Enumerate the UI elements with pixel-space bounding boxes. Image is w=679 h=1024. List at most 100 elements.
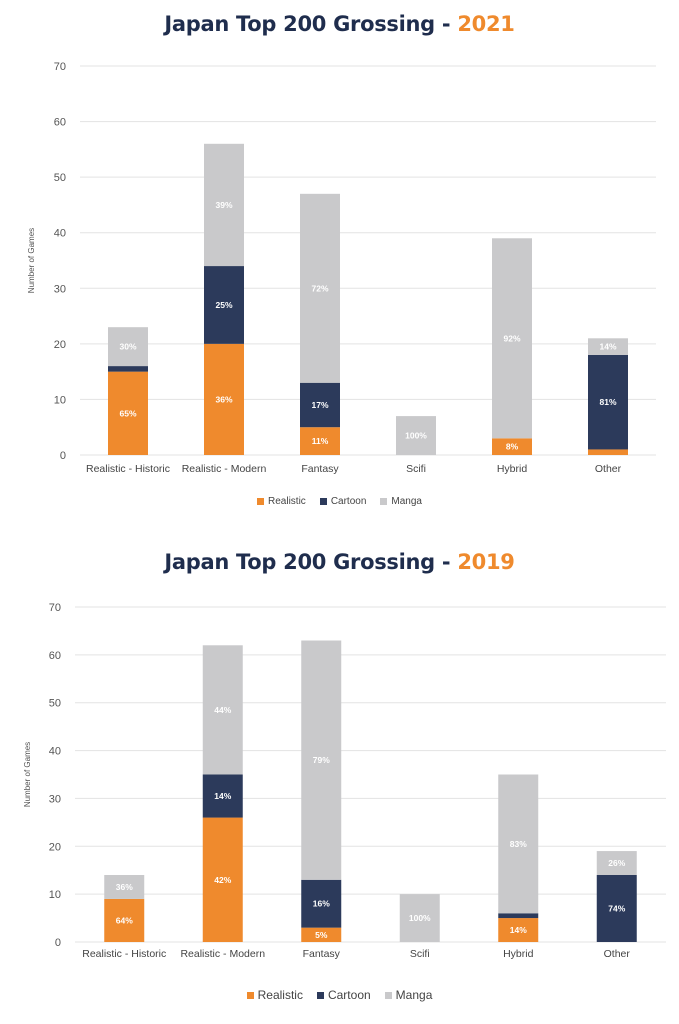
x-category-label: Realistic - Historic (86, 463, 170, 475)
legend-2021: Realistic Cartoon Manga (0, 496, 679, 507)
data-label: 16% (313, 899, 330, 909)
y-tick-label: 10 (54, 394, 66, 406)
legend-item-cartoon: Cartoon (316, 988, 371, 1002)
bar-segment-manga (301, 640, 342, 880)
data-label: 14% (510, 925, 527, 935)
data-label: 14% (214, 791, 231, 801)
y-tick-label: 60 (54, 117, 66, 129)
y-tick-label: 20 (49, 841, 61, 853)
chart-title-2021: Japan Top 200 Grossing - 2021 (0, 12, 679, 36)
y-tick-label: 0 (55, 937, 61, 949)
bar-segment-cartoon (301, 879, 342, 928)
bar-segment-realistic (301, 927, 342, 942)
data-label: 74% (608, 904, 625, 914)
bar-segment-realistic (204, 343, 244, 455)
x-category-label: Other (604, 948, 631, 960)
y-tick-label: 10 (49, 889, 61, 901)
y-tick-label: 20 (54, 339, 66, 351)
x-category-label: Realistic - Modern (182, 463, 267, 475)
data-label: 36% (215, 394, 232, 404)
bar-segment-cartoon (202, 774, 243, 818)
bar-segment-realistic (588, 449, 628, 455)
y-tick-label: 50 (54, 172, 66, 184)
data-label: 36% (116, 882, 133, 892)
chart-title-year: 2019 (457, 550, 515, 574)
y-tick-label: 70 (54, 61, 66, 73)
bar-segment-realistic (108, 371, 148, 455)
bar-segment-cartoon (300, 382, 340, 428)
x-category-label: Other (595, 463, 622, 475)
x-category-label: Scifi (410, 948, 430, 960)
legend-label: Cartoon (330, 496, 367, 507)
data-label: 100% (409, 913, 431, 923)
data-label: 64% (116, 915, 133, 925)
data-label: 100% (405, 431, 427, 441)
legend-item-realistic: Realistic (257, 496, 306, 507)
chart-title-prefix: Japan Top 200 Grossing - (164, 12, 458, 36)
y-tick-label: 30 (49, 793, 61, 805)
bar-segment-realistic (202, 817, 243, 942)
y-tick-label: 60 (49, 650, 61, 662)
x-category-label: Realistic - Historic (82, 948, 166, 960)
y-tick-label: 40 (54, 228, 66, 240)
x-category-label: Fantasy (301, 463, 339, 475)
bar-segment-cartoon (596, 875, 637, 942)
data-label: 44% (214, 705, 231, 715)
data-label: 72% (311, 283, 328, 293)
y-tick-label: 40 (49, 746, 61, 758)
data-label: 30% (119, 342, 136, 352)
y-tick-label: 0 (60, 450, 66, 462)
data-label: 83% (510, 839, 527, 849)
data-label: 26% (608, 858, 625, 868)
y-axis-label: Number of Games (27, 228, 36, 293)
bar-segment-cartoon (498, 913, 539, 919)
legend-item-manga: Manga (380, 496, 422, 507)
chart-title-2019: Japan Top 200 Grossing - 2019 (0, 550, 679, 574)
y-tick-label: 70 (49, 602, 61, 614)
bar-segment-cartoon (204, 266, 244, 344)
data-label: 79% (313, 755, 330, 765)
x-category-label: Hybrid (503, 948, 534, 960)
data-label: 17% (311, 400, 328, 410)
data-label: 39% (215, 200, 232, 210)
legend-label: Manga (391, 496, 422, 507)
bar-segment-realistic (300, 427, 340, 455)
legend-label: Realistic (257, 988, 303, 1002)
bar-segment-manga (108, 327, 148, 367)
bar-segment-manga (396, 416, 436, 455)
legend-label: Manga (395, 988, 433, 1002)
bar-segment-manga (399, 894, 440, 942)
legend-swatch (384, 991, 392, 999)
y-tick-label: 50 (49, 698, 61, 710)
data-label: 42% (214, 875, 231, 885)
legend-item-realistic: Realistic (246, 988, 303, 1002)
y-tick-label: 30 (54, 283, 66, 295)
data-label: 65% (119, 408, 136, 418)
bar-segment-manga (498, 774, 539, 914)
legend-swatch (257, 498, 265, 505)
data-label: 11% (312, 436, 329, 446)
data-label: 5% (315, 930, 328, 940)
chart-title-year: 2021 (457, 12, 515, 36)
legend-item-cartoon: Cartoon (319, 496, 367, 507)
bar-segment-manga (596, 851, 637, 875)
data-label: 14% (599, 342, 616, 352)
legend-label: Cartoon (327, 988, 371, 1002)
legend-swatch (319, 498, 327, 505)
bar-segment-manga (300, 193, 340, 383)
bar-segment-manga (104, 875, 145, 899)
data-label: 92% (503, 333, 520, 343)
data-label: 81% (599, 397, 616, 407)
bar-segment-manga (202, 645, 243, 775)
bar-segment-manga (492, 238, 532, 439)
data-label: 8% (506, 442, 519, 452)
legend-2019: Realistic Cartoon Manga (0, 988, 679, 1002)
x-category-label: Hybrid (497, 463, 528, 475)
bar-segment-realistic (492, 438, 532, 455)
legend-label: Realistic (268, 496, 306, 507)
bar-segment-cartoon (108, 366, 148, 372)
legend-swatch (246, 991, 254, 999)
legend-swatch (316, 991, 324, 999)
chart-title-prefix: Japan Top 200 Grossing - (164, 550, 458, 574)
x-category-label: Scifi (406, 463, 426, 475)
